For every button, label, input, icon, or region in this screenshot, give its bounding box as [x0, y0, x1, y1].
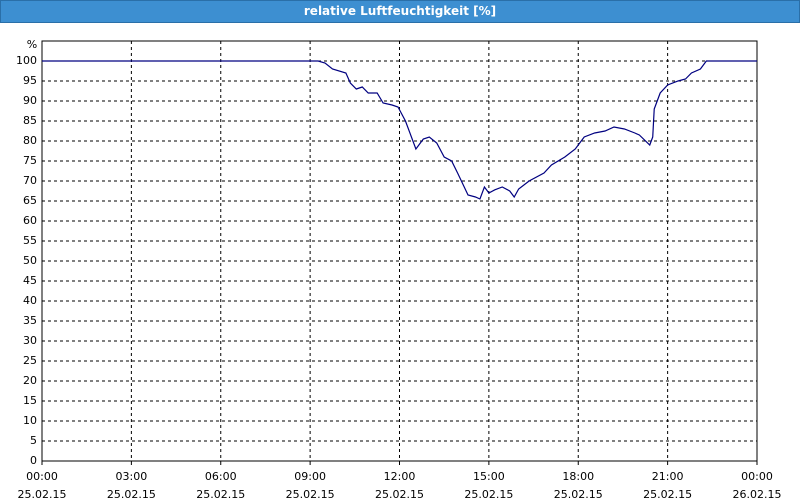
y-axis-label: %: [27, 38, 37, 51]
y-tick-label: 60: [23, 214, 37, 227]
y-tick-label: 95: [23, 74, 37, 87]
y-tick-label: 85: [23, 114, 37, 127]
data-line: [42, 60, 757, 200]
y-tick-label: 75: [23, 154, 37, 167]
chart-title: relative Luftfeuchtigkeit [%]: [0, 0, 800, 23]
plot-frame: [41, 40, 758, 462]
y-tick-label: 100: [16, 54, 37, 67]
x-tick-label: 21:00 25.02.15: [643, 470, 693, 501]
y-tick-label: 10: [23, 414, 37, 427]
x-tick-label: 18:00 25.02.15: [553, 470, 603, 501]
x-tick-label: 15:00 25.02.15: [464, 470, 514, 501]
x-tick-label: 09:00 25.02.15: [285, 470, 335, 501]
y-tick-label: 30: [23, 334, 37, 347]
x-tick-label: 03:00 25.02.15: [106, 470, 156, 501]
x-tick-label: 00:00 26.02.15: [732, 470, 782, 501]
y-tick-label: 45: [23, 274, 37, 287]
y-tick-label: 25: [23, 354, 37, 367]
y-tick-label: 40: [23, 294, 37, 307]
y-tick-label: 80: [23, 134, 37, 147]
y-tick-label: 5: [30, 434, 37, 447]
y-tick-label: 35: [23, 314, 37, 327]
y-tick-label: 20: [23, 374, 37, 387]
x-tick-label: 12:00 25.02.15: [375, 470, 424, 501]
y-tick-label: 0: [30, 454, 37, 467]
y-tick-label: 70: [23, 174, 37, 187]
y-tick-label: 55: [23, 234, 37, 247]
x-tick-label: 06:00 25.02.15: [196, 470, 246, 501]
y-tick-label: 15: [23, 394, 37, 407]
y-tick-label: 50: [23, 254, 37, 267]
x-tick-label: 00:00 25.02.15: [17, 470, 67, 501]
y-tick-label: 90: [23, 94, 37, 107]
y-tick-label: 65: [23, 194, 37, 207]
